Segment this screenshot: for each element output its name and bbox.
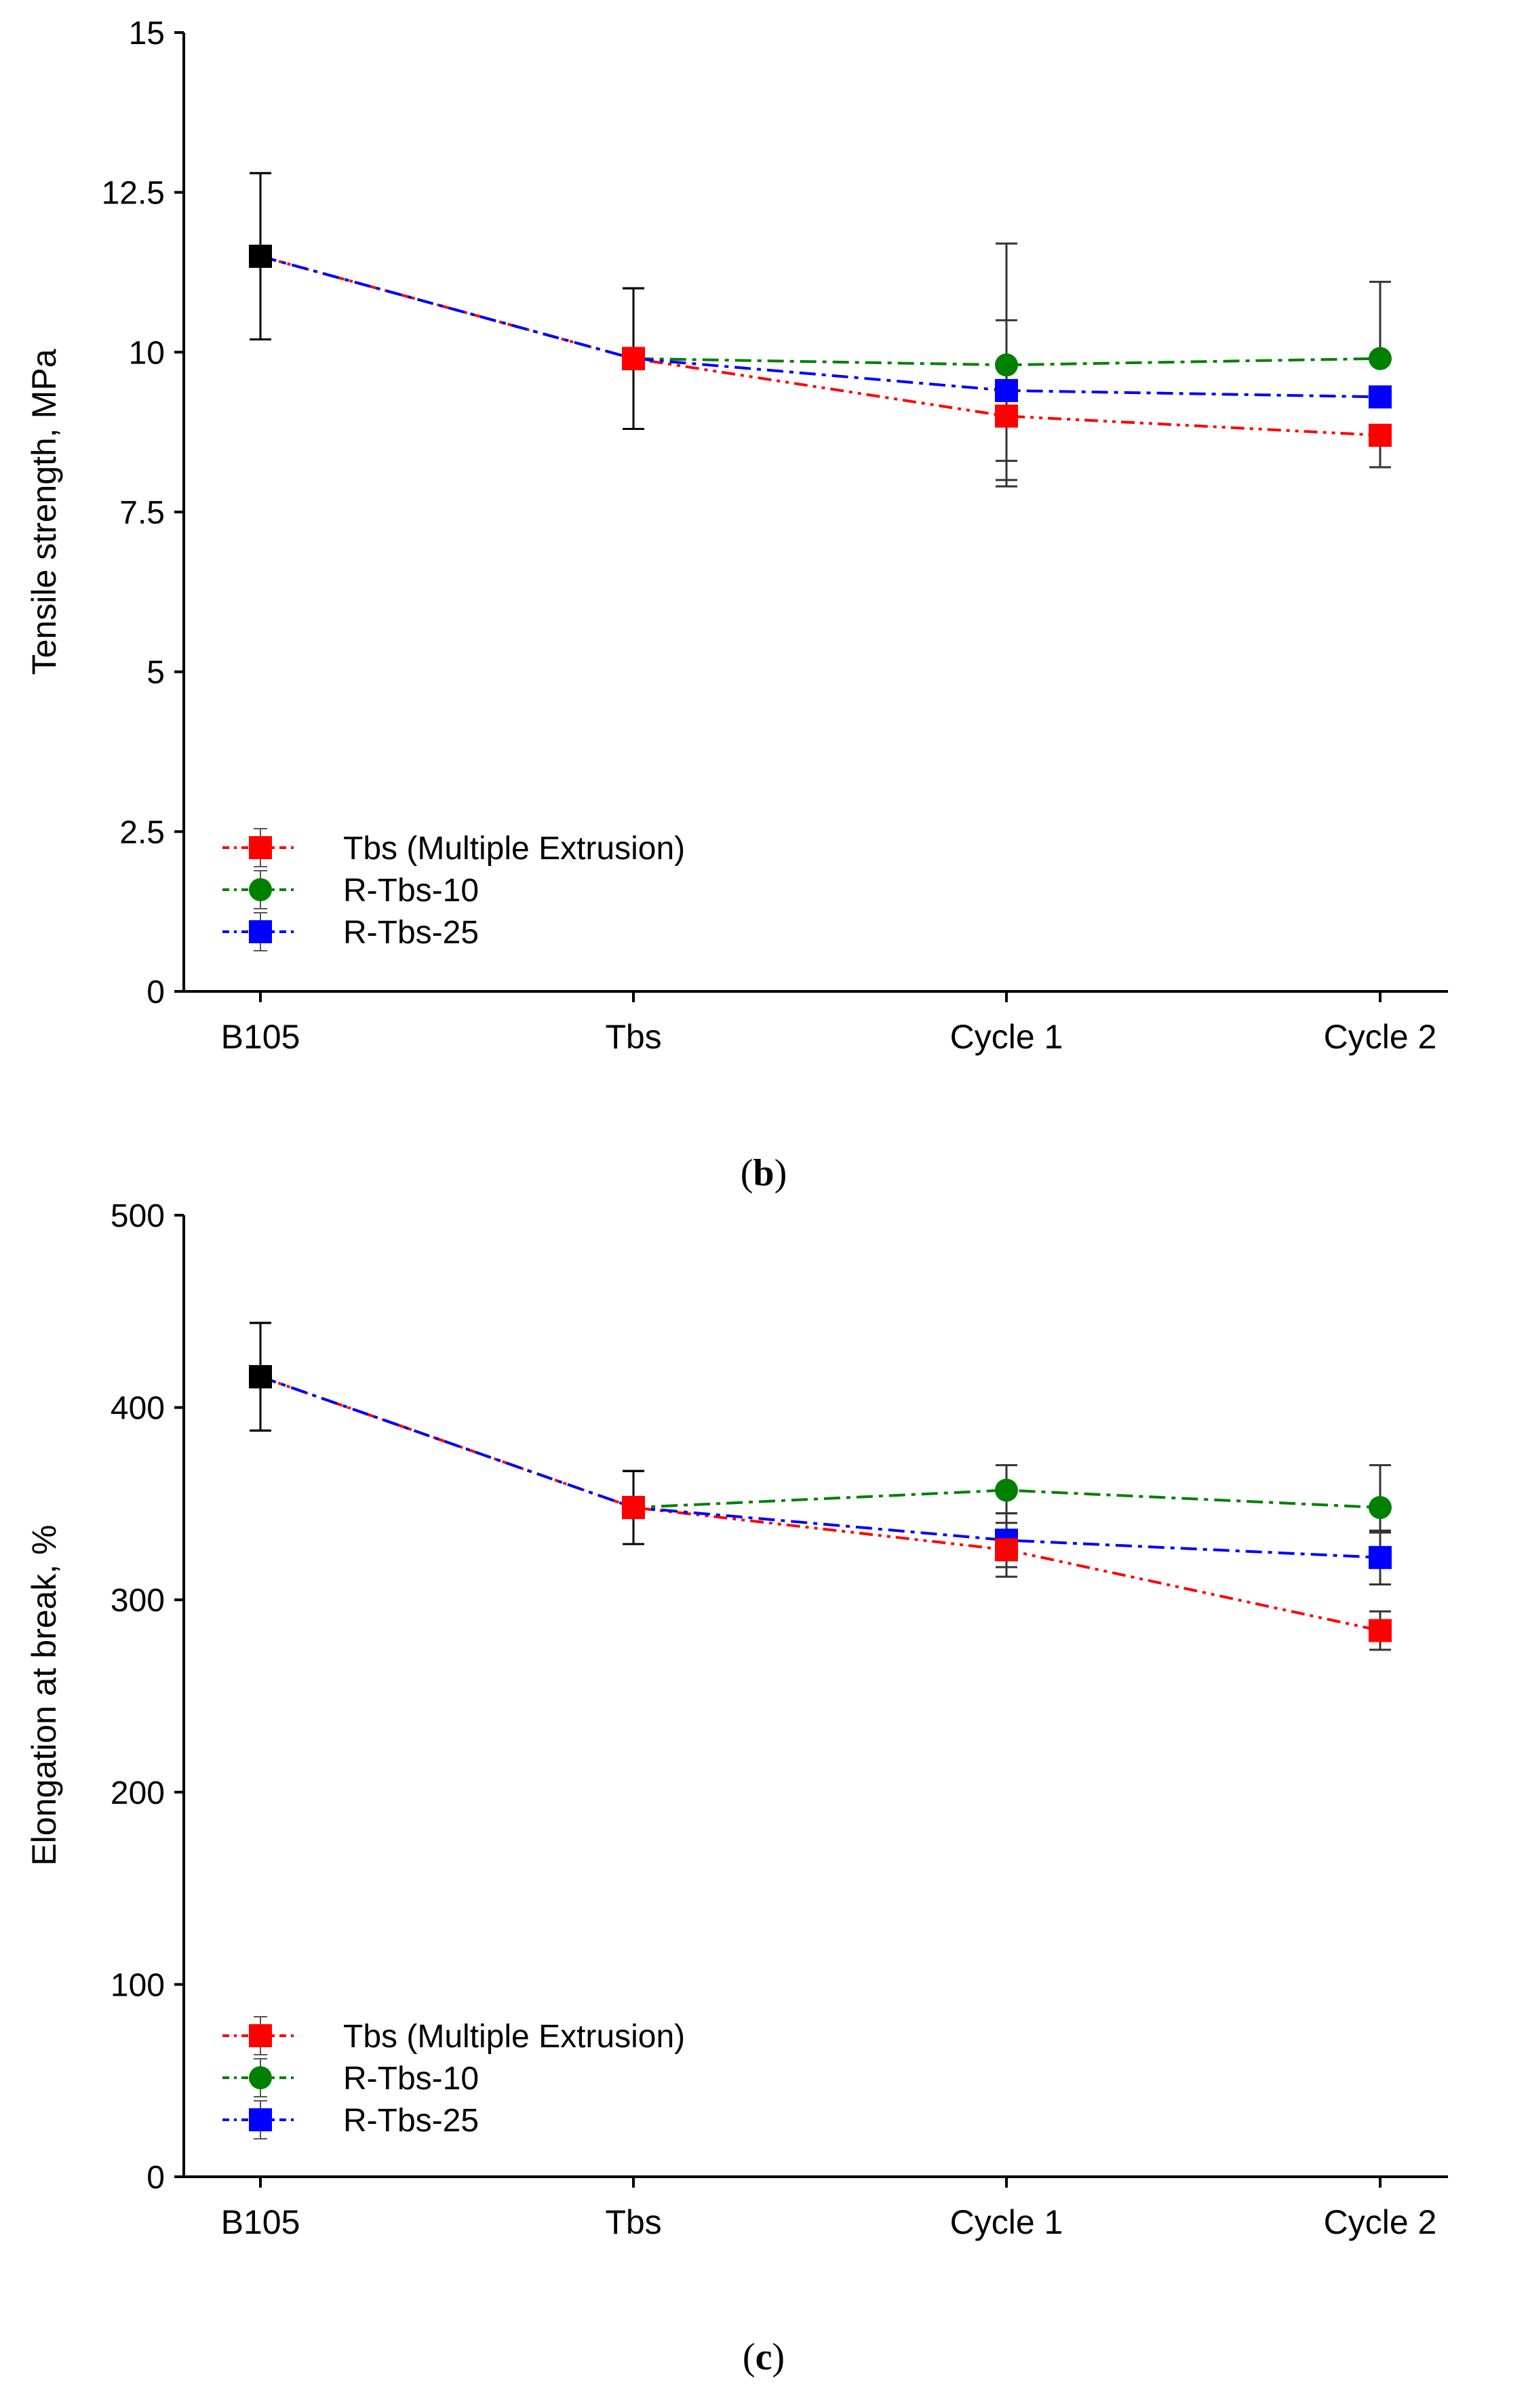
legend-item-0: Tbs (Multiple Extrusion) — [222, 828, 685, 867]
error-bar — [996, 389, 1017, 481]
y-tick-label: 10 — [129, 335, 165, 371]
panel-caption-b: (b) — [741, 1152, 787, 1194]
y-tick-label: 300 — [111, 1583, 165, 1619]
x-tick-label: B105 — [221, 1018, 300, 1056]
legend-item-1: R-Tbs-10 — [222, 2058, 479, 2097]
x-tick-label: Cycle 2 — [1324, 2203, 1437, 2241]
plot-area-c — [249, 1322, 1392, 1651]
y-tick-label: 0 — [146, 974, 165, 1010]
y-tick-label: 12.5 — [102, 176, 165, 212]
legend-label: Tbs (Multiple Extrusion) — [343, 831, 685, 867]
y-tick-label: 15 — [129, 16, 165, 52]
data-point-0-3 — [1369, 1619, 1392, 1642]
panel-label-c: c — [756, 2336, 772, 2378]
data-point-1-2 — [995, 353, 1018, 377]
x-tick-label: B105 — [221, 2203, 300, 2241]
y-ticks-b: 0 2.5 5 7.5 10 12.5 15 — [102, 16, 184, 1010]
data-point-1-3 — [1369, 347, 1392, 370]
legend-label: R-Tbs-25 — [343, 915, 479, 951]
y-axis-label: Elongation at break, % — [25, 1524, 63, 1866]
y-ticks-c: 0 100 200 300 400 500 — [111, 1198, 184, 2196]
legend-c: Tbs (Multiple Extrusion) R-Tbs-10 R-Tbs-25 — [222, 2016, 685, 2139]
data-point-2-3 — [1369, 1545, 1392, 1569]
y-tick-label: 5 — [146, 655, 165, 691]
x-ticks-b: B105 Tbs Cycle 1 Cycle 2 — [221, 991, 1437, 1056]
series-line-1 — [260, 1375, 1381, 1509]
y-tick-label: 0 — [146, 2160, 165, 2196]
data-point-2-3 — [1369, 385, 1392, 409]
series-line-0 — [260, 255, 1381, 437]
legend-label: R-Tbs-10 — [343, 873, 479, 909]
data-point-0-2 — [995, 404, 1018, 428]
legend-item-2: R-Tbs-25 — [222, 2100, 479, 2139]
legend-b: Tbs (Multiple Extrusion) R-Tbs-10 R-Tbs-25 — [222, 828, 685, 951]
legend-label: R-Tbs-10 — [343, 2061, 479, 2097]
legend-item-2: R-Tbs-25 — [222, 912, 479, 951]
series-line-2 — [260, 255, 1381, 399]
data-point-1-3 — [1369, 1496, 1392, 1520]
panel-caption-c: (c) — [743, 2336, 785, 2378]
legend-item-1: R-Tbs-10 — [222, 870, 479, 909]
data-point-0-2 — [995, 1538, 1018, 1562]
plot-area-b — [249, 172, 1392, 488]
data-point-0-0 — [249, 1365, 272, 1389]
y-tick-label: 500 — [111, 1198, 165, 1234]
series-line-0 — [260, 1375, 1381, 1632]
y-axis-label: Tensile strength, MPa — [25, 349, 63, 675]
data-point-top-tbs — [622, 347, 645, 370]
y-tick-label: 400 — [111, 1391, 165, 1427]
legend-item-0: Tbs (Multiple Extrusion) — [222, 2016, 685, 2055]
x-tick-label: Cycle 1 — [950, 1018, 1063, 1056]
y-tick-label: 200 — [111, 1775, 165, 1811]
data-point-0-3 — [1369, 423, 1392, 447]
series-line-1 — [260, 255, 1381, 367]
data-point-0-0 — [249, 244, 272, 268]
x-ticks-c: B105 Tbs Cycle 1 Cycle 2 — [221, 2177, 1437, 2241]
x-tick-label: Cycle 2 — [1324, 1018, 1437, 1056]
y-tick-label: 7.5 — [119, 495, 165, 531]
y-tick-label: 100 — [111, 1967, 165, 2003]
data-point-1-2 — [995, 1478, 1018, 1502]
legend-label: R-Tbs-25 — [343, 2103, 479, 2139]
data-point-2-2 — [995, 378, 1018, 402]
chart-panel-c: 0 100 200 300 400 500 B105 Tbs Cycle 1 Cycle 2 E… — [25, 1198, 1448, 2378]
y-tick-label: 2.5 — [119, 814, 165, 850]
legend-label: Tbs (Multiple Extrusion) — [343, 2019, 685, 2055]
x-tick-label: Tbs — [605, 1018, 661, 1056]
panel-label-b: b — [753, 1152, 774, 1194]
series-line-2 — [260, 1375, 1381, 1559]
data-point-top-tbs — [622, 1496, 645, 1520]
x-tick-label: Tbs — [605, 2203, 661, 2241]
x-tick-label: Cycle 1 — [950, 2203, 1063, 2241]
chart-panel-b: 0 2.5 5 7.5 10 12.5 15 B105 Tbs Cycle 1 Cycle 2 T… — [25, 16, 1448, 1194]
